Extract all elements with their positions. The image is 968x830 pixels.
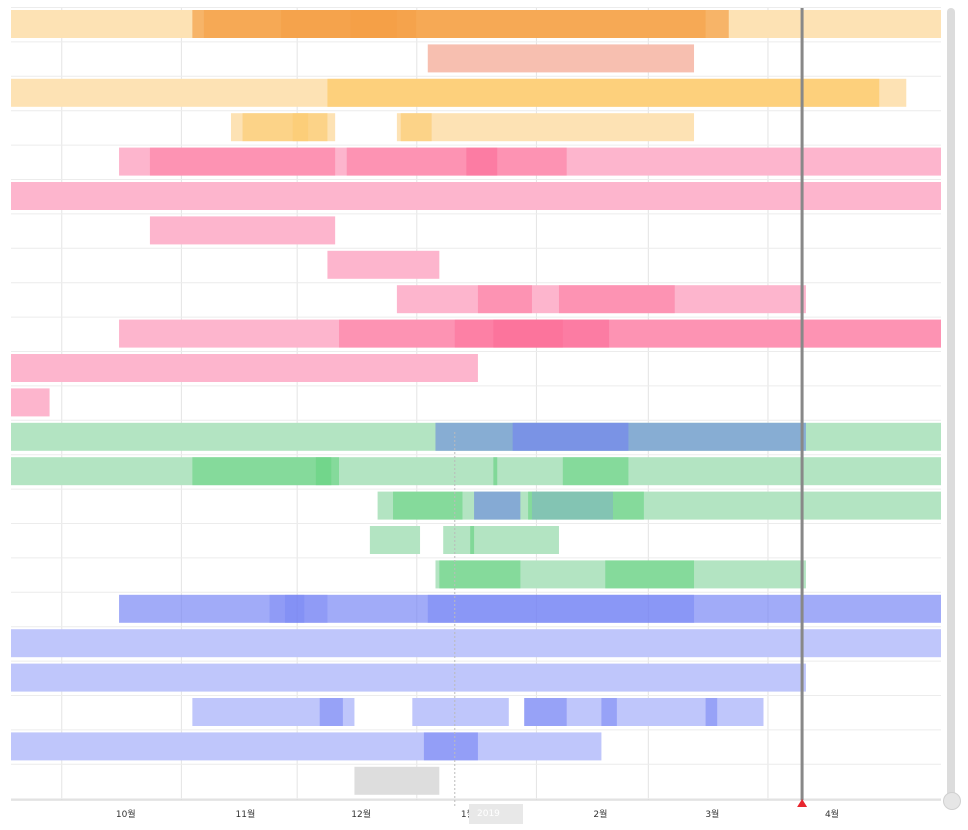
gantt-bar-row-9-segment-2 <box>477 285 532 314</box>
gantt-bar-row-5-segment-3 <box>346 147 567 176</box>
hover-date-label: 2019 <box>469 804 523 824</box>
gantt-bar-row-15-segment-2 <box>393 491 463 520</box>
gantt-bar-row-14-segment-1 <box>11 457 941 486</box>
gantt-bar-row-9-segment-3 <box>558 285 675 314</box>
gantt-bar-row-18-segment-3 <box>284 594 305 623</box>
gantt-bar-row-18-segment-1 <box>119 594 941 623</box>
gantt-bar-row-5-segment-4 <box>466 147 498 176</box>
gantt-bar-row-22-segment-1 <box>11 732 602 761</box>
x-tick-label: 2월 <box>593 808 607 820</box>
today-marker <box>797 799 808 807</box>
gantt-bar-row-21-segment-7 <box>705 698 718 726</box>
gantt-bar-row-4-segment-5 <box>400 113 432 142</box>
gantt-bar-row-13-segment-3 <box>512 422 629 451</box>
gantt-bar-row-21-segment-3 <box>412 698 509 726</box>
gantt-bar-row-2-segment-1 <box>427 44 695 73</box>
gantt-bar-row-4-segment-2 <box>242 113 328 142</box>
gantt-bar-row-4-segment-3 <box>292 113 309 142</box>
gantt-bar-row-1-segment-3 <box>203 10 706 38</box>
x-tick-label: 4월 <box>825 808 839 820</box>
gantt-bar-row-23-segment-1 <box>354 766 440 795</box>
gantt-bar-row-11-segment-1 <box>11 354 478 382</box>
gantt-bar-row-1-segment-5 <box>350 10 397 38</box>
gantt-bar-row-20-segment-1 <box>11 663 806 692</box>
gantt-bar-row-21-segment-5 <box>524 698 567 726</box>
gantt-bar-row-14-segment-4 <box>493 457 498 486</box>
x-tick-label: 11월 <box>236 808 256 820</box>
gantt-bar-row-5-segment-1 <box>119 147 941 176</box>
gantt-bar-row-21-segment-6 <box>601 698 617 726</box>
gantt-bar-row-14-segment-5 <box>562 457 629 486</box>
gantt-bar-row-9-segment-1 <box>396 285 806 314</box>
gantt-bar-row-14-segment-2 <box>192 457 340 486</box>
gantt-bar-row-17-segment-2 <box>439 560 521 589</box>
gantt-bar-row-6-segment-1 <box>11 182 941 210</box>
gantt-bar-row-3-segment-2 <box>327 78 880 107</box>
gantt-bar-row-16-segment-1 <box>369 526 421 554</box>
gantt-bar-row-10-segment-2 <box>339 319 941 348</box>
gantt-bar-row-18-segment-4 <box>427 594 695 623</box>
gantt-bar-row-8-segment-1 <box>327 250 440 279</box>
gantt-bar-row-19-segment-1 <box>11 629 941 658</box>
gantt-bar-row-14-segment-3 <box>315 457 332 486</box>
gantt-bar-row-15-segment-4 <box>528 491 644 520</box>
gantt-bar-row-1-segment-2 <box>192 10 729 38</box>
x-tick-label: 12월 <box>351 808 371 820</box>
gantt-bar-row-1-segment-4 <box>281 10 417 38</box>
vertical-scrollbar[interactable] <box>947 8 955 802</box>
gantt-bar-row-15-segment-1 <box>377 491 941 520</box>
gantt-bar-row-22-segment-2 <box>423 732 478 761</box>
scroll-handle[interactable] <box>943 792 961 810</box>
gantt-bar-row-16-segment-3 <box>470 526 475 554</box>
gantt-bar-row-7-segment-1 <box>149 216 336 245</box>
gantt-bar-row-15-segment-5 <box>531 491 613 520</box>
gantt-bar-row-12-segment-1 <box>11 388 50 417</box>
gantt-bar-row-16-segment-2 <box>443 526 559 554</box>
gantt-bar-row-4-segment-4 <box>396 113 695 142</box>
gantt-bar-row-10-segment-4 <box>493 319 610 348</box>
gantt-bar-row-5-segment-2 <box>149 147 336 176</box>
x-tick-label: 3월 <box>705 808 719 820</box>
gantt-bar-row-21-segment-2 <box>319 698 343 726</box>
gantt-bar-row-17-segment-3 <box>605 560 695 589</box>
gantt-bar-row-15-segment-3 <box>474 491 521 520</box>
gantt-bar-row-18-segment-2 <box>269 594 328 623</box>
x-tick-label: 10월 <box>116 808 136 820</box>
